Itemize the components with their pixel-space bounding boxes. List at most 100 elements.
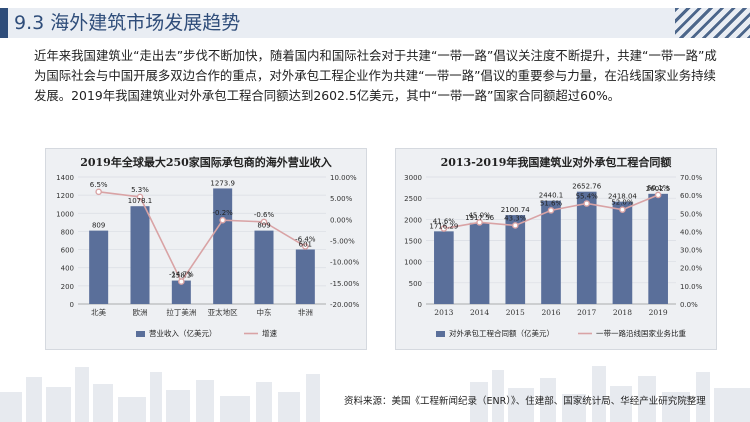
y-left-tick-label: 600 (61, 247, 74, 255)
y-right-tick-label: 40.0% (680, 228, 703, 236)
x-tick-label: 北美 (91, 307, 106, 317)
bar-2018 (612, 201, 633, 304)
line-point (302, 243, 309, 250)
page-title: 9.3 海外建筑市场发展趋势 (14, 12, 241, 34)
legend-bar-label: 营业收入（亿美元） (149, 328, 217, 338)
bar-北美 (89, 230, 109, 304)
chart-title: 2019年全球最大250家国际承包商的海外营业收入 (80, 155, 332, 169)
line-value-label: 5.3% (131, 186, 149, 194)
bar-欧洲 (130, 206, 150, 304)
line-point (219, 216, 226, 224)
y-left-tick-label: 1000 (404, 259, 422, 267)
bar-2013 (434, 231, 454, 304)
x-tick-label: 2016 (541, 308, 560, 317)
bar-value-label: 2440.1 (539, 192, 564, 200)
line-value-label: 52.0% (611, 199, 634, 207)
line-point (136, 193, 144, 201)
y-left-tick-label: 1500 (404, 238, 422, 246)
legend-bar-label: 对外承包工程合同额（亿美元） (449, 328, 554, 338)
y-right-tick-label: 10.0% (680, 283, 703, 291)
y-left-tick-label: 400 (61, 265, 74, 273)
bar-value-label: 1716.29 (429, 222, 458, 230)
line-value-label: -6.4% (295, 235, 316, 243)
header-accent (0, 8, 8, 38)
bar-value-label: 601 (299, 240, 312, 248)
header-bar (0, 8, 750, 38)
x-tick-label: 2019 (649, 308, 668, 317)
bar-value-label: 2418.04 (608, 193, 637, 201)
y-right-tick-label: -10.00% (330, 259, 360, 267)
line-point (654, 191, 662, 199)
y-right-tick-label: 20.0% (680, 265, 703, 273)
y-left-tick-label: 3000 (404, 174, 422, 182)
y-right-tick-label: 50.0% (680, 210, 703, 218)
chart-title: 2013-2019年我国建筑业对外承包工程合同额 (441, 155, 672, 169)
x-tick-label: 2018 (613, 308, 632, 317)
y-right-tick-label: 30.0% (680, 247, 703, 255)
chart-panel-global-contractors: 2019年全球最大250家国际承包商的海外营业收入 0 200 400 600 800 10… (45, 148, 367, 350)
y-left-tick-label: 200 (61, 283, 74, 291)
x-tick-label: 非洲 (298, 307, 313, 317)
y-left-tick-label: 2500 (404, 195, 422, 203)
line-value-label: 55.4% (576, 192, 599, 200)
x-tick-label: 亚太地区 (208, 307, 238, 317)
legend-line-label: 一带一路沿线国家业务比重 (596, 328, 686, 338)
bar-2017 (576, 191, 597, 304)
y-left-tick-label: 1400 (56, 174, 74, 182)
legend-line-label: 增速 (262, 328, 277, 338)
line-point (178, 278, 185, 285)
y-right-tick-label: 70.0% (680, 174, 703, 182)
x-tick-label: 2017 (577, 308, 596, 317)
source-note: 资料来源：美国《工程新闻纪录（ENR）》、住建部、国家统计局、华经产业研究院整理 (344, 396, 706, 407)
header-stripes-decoration (675, 8, 750, 38)
bar-value-label: 2100.74 (501, 206, 530, 214)
bar-value-label: 809 (257, 222, 270, 230)
city-skyline-decoration (0, 366, 750, 422)
line-value-label: -0.2% (213, 209, 234, 217)
y-right-tick-label: -15.00% (330, 280, 360, 288)
line-point (260, 218, 268, 226)
line-point (583, 200, 591, 207)
y-left-tick-label: 1000 (56, 210, 74, 218)
y-left-tick-label: 800 (61, 228, 74, 236)
line-value-label: 45.0% (468, 211, 491, 219)
x-tick-label: 欧洲 (133, 307, 148, 317)
y-left-tick-label: 0 (418, 301, 422, 309)
y-right-tick-label: 0.00% (330, 216, 353, 224)
bar-value-label: 1078.1 (128, 197, 153, 205)
line-value-label: 43.3% (504, 214, 527, 222)
line-point (95, 188, 102, 196)
bar-value-label: 2602.5 (646, 185, 671, 193)
y-right-tick-label: 60.0% (680, 192, 703, 200)
bar-value-label: 809 (92, 222, 105, 230)
x-tick-label: 拉丁美洲 (166, 307, 196, 317)
y-right-tick-label: -5.00% (330, 238, 355, 246)
bar-value-label: 258.3 (171, 272, 191, 280)
line-value-label: 51.6% (540, 199, 563, 207)
y-right-tick-label: 0.0% (680, 301, 698, 309)
line-value-label: -0.6% (254, 211, 275, 219)
line-value-label: 6.5% (90, 181, 108, 189)
y-left-tick-label: 2000 (404, 216, 422, 224)
y-left-tick-label: 500 (409, 280, 422, 288)
line-point (547, 207, 555, 214)
bar-亚太地区 (213, 188, 233, 304)
chart-china-overseas-contracts: 2013-2019年我国建筑业对外承包工程合同额 0 500 1000 1500 2000… (404, 155, 703, 338)
line-value-label: -14.7% (169, 271, 194, 279)
y-right-tick-label: 5.00% (330, 195, 353, 203)
bar-中东 (254, 230, 274, 304)
line-point (476, 219, 483, 226)
y-right-tick-label: 10.00% (330, 174, 357, 182)
bar-value-label: 1273.9 (210, 179, 235, 187)
line-value-label: 60.1% (647, 184, 670, 192)
y-left-tick-label: 0 (70, 301, 74, 309)
line-point (440, 225, 448, 232)
bar-2019 (648, 193, 668, 304)
x-tick-label: 2015 (506, 308, 525, 317)
chart-global-contractors-revenue: 2019年全球最大250家国际承包商的海外营业收入 0 200 400 600 800 10… (56, 155, 360, 338)
bar-value-label: 1917.56 (465, 214, 494, 222)
bar-2015 (505, 215, 526, 304)
line-value-label: 41.6% (433, 218, 456, 226)
y-right-tick-label: -20.00% (330, 301, 360, 309)
x-tick-label: 2014 (470, 308, 489, 317)
